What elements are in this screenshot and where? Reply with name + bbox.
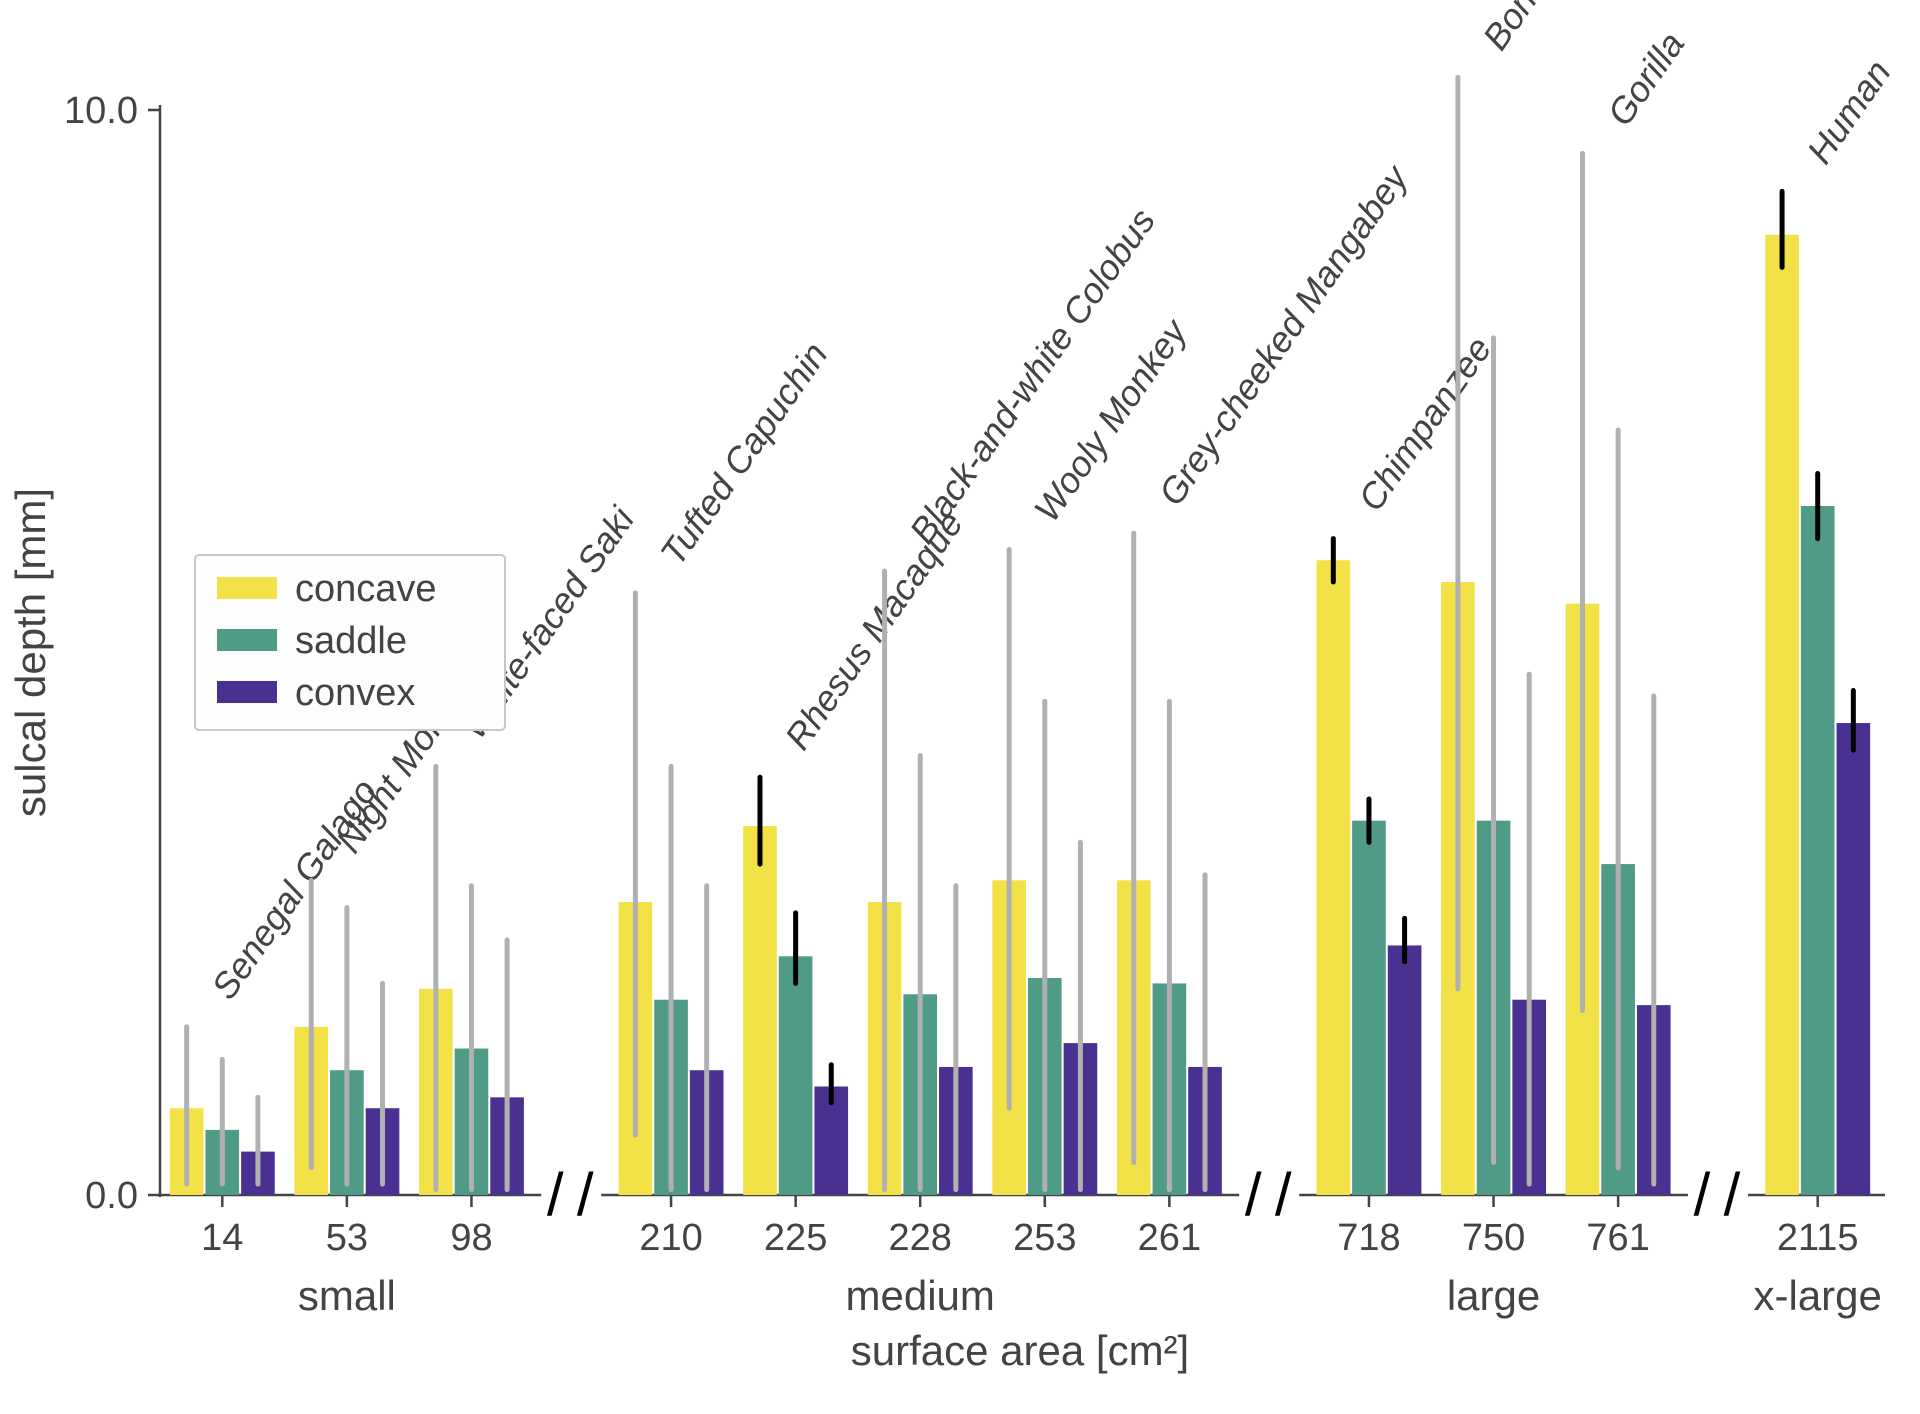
bar-saddle [1801,506,1835,1195]
x-tick-label: 761 [1586,1217,1649,1259]
group-label: medium [846,1272,995,1319]
x-tick-label: 14 [201,1217,243,1259]
group-label: x-large [1754,1272,1882,1319]
y-axis-label: sulcal depth [mm] [7,488,54,817]
bar-saddle [779,956,813,1195]
x-tick-label: 98 [450,1217,492,1259]
y-tick-label: 10.0 [64,90,138,132]
x-tick-label: 261 [1138,1217,1201,1259]
legend-swatch [217,629,277,651]
species-label: Gorilla [1599,24,1692,133]
group-label: large [1447,1272,1540,1319]
bar-concave [1317,560,1351,1195]
species-label: Tufted Capuchin [652,335,836,573]
legend-label: saddle [295,620,407,662]
legend-label: concave [295,568,437,610]
axis-break-icon: / [1245,1161,1262,1228]
species-label: Chimpanzee [1350,329,1500,518]
x-tick-label: 750 [1462,1217,1525,1259]
bar-saddle [1352,821,1386,1195]
x-tick-label: 53 [326,1217,368,1259]
legend-swatch [217,577,277,599]
bar-convex [1837,723,1871,1195]
axis-break-icon: / [1724,1161,1741,1228]
axis-break-icon: / [547,1161,564,1228]
legend-label: convex [295,672,415,714]
chart-svg: 0.0 10.0 sulcal depth [mm] surface area [cm… [0,0,1920,1409]
species-label: Rhesus Macaque [777,504,971,757]
x-axis-label: surface area [cm²] [851,1327,1189,1374]
species-label: Bonobo [1475,0,1580,57]
y-tick-label: 0.0 [85,1175,138,1217]
x-tick-label: 228 [889,1217,952,1259]
x-tick-label: 2115 [1777,1217,1859,1259]
x-tick-label: 210 [639,1217,702,1259]
species-label: Human [1799,52,1899,171]
axis-break-icon: / [577,1161,594,1228]
bar-concave [1765,235,1799,1195]
bar-convex [1388,945,1422,1195]
x-tick-label: 253 [1013,1217,1076,1259]
bar-concave [743,826,777,1195]
sulcal-depth-chart: 0.0 10.0 sulcal depth [mm] surface area [cm… [0,0,1920,1409]
axis-break-icon: / [1275,1161,1292,1228]
x-tick-label: 718 [1337,1217,1400,1259]
x-tick-label: 225 [764,1217,827,1259]
group-label: small [298,1272,396,1319]
axis-break-icon: / [1694,1161,1711,1228]
legend-swatch [217,681,277,703]
